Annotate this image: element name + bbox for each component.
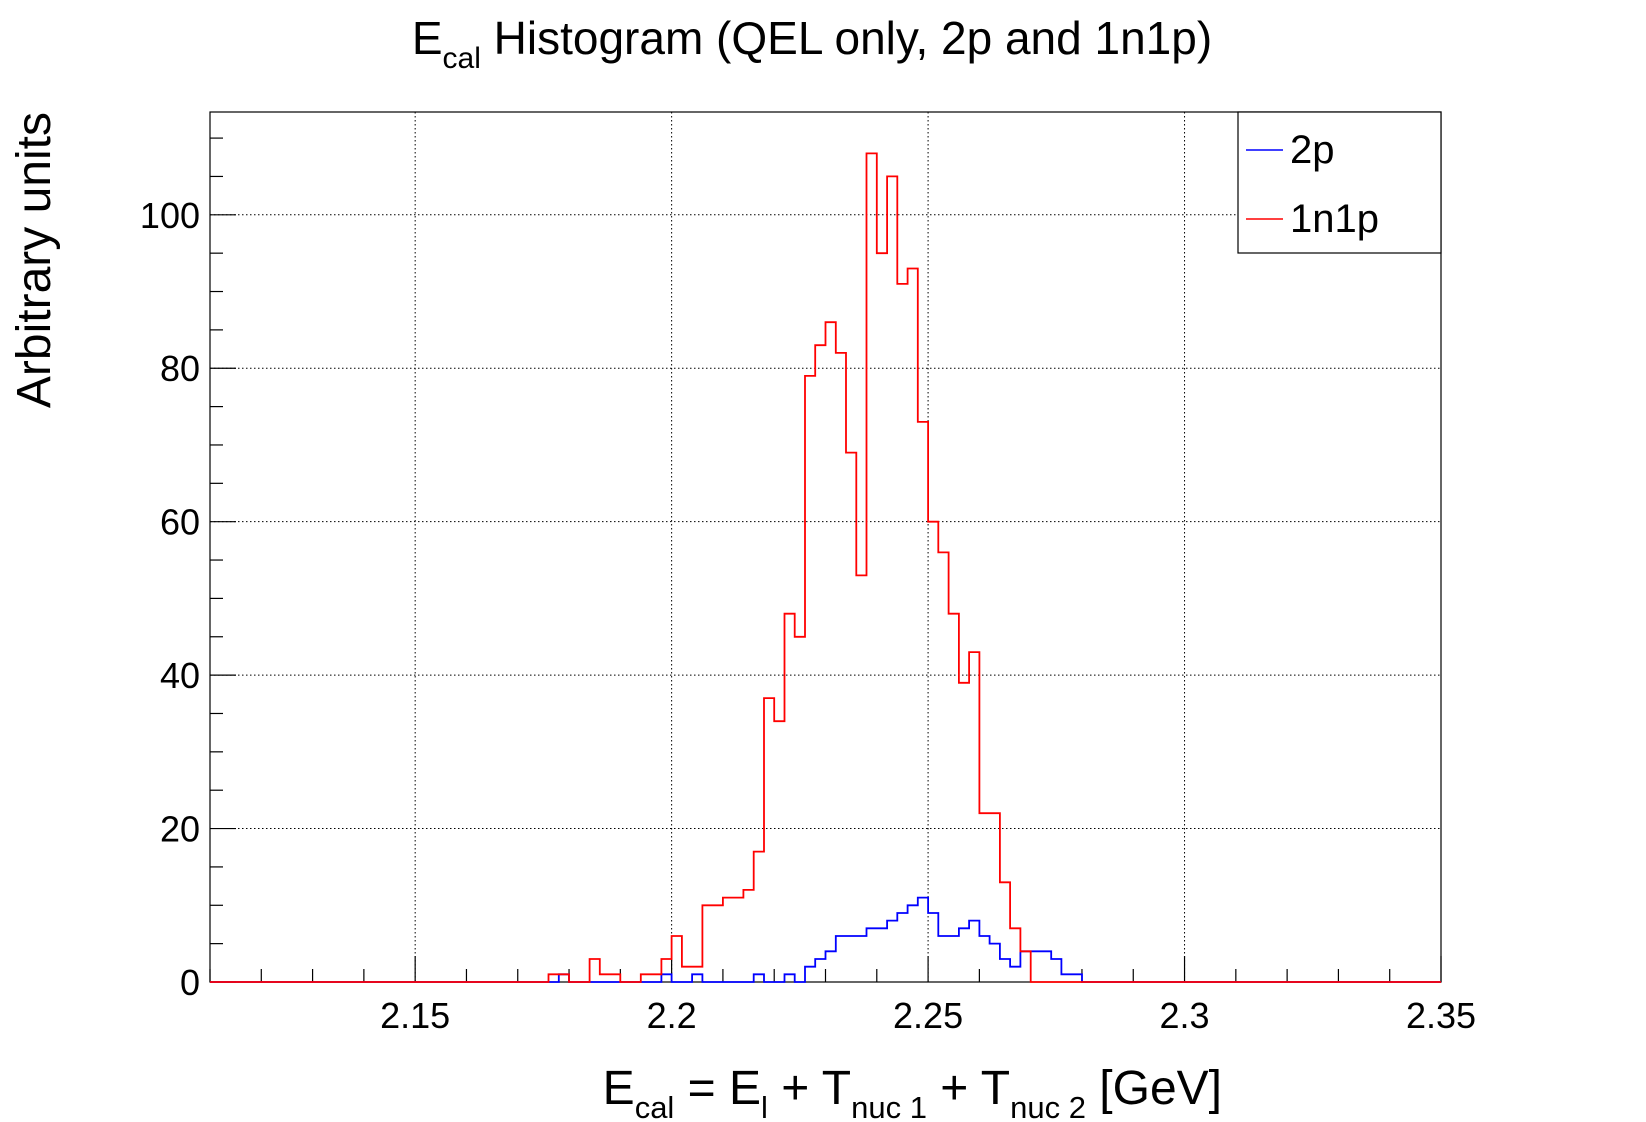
- y-tick-label-0: 0: [180, 962, 200, 1003]
- axis-ticks: [209, 137, 1442, 983]
- y-tick-labels: 0 20 40 60 80 100: [140, 195, 200, 1003]
- x-tick-label-0: 2.15: [380, 995, 450, 1036]
- x-axis-label: Ecal = El + Tnuc 1 + Tnuc 2 [GeV]: [603, 1062, 1222, 1122]
- x-tick-labels: 2.15 2.2 2.25 2.3 2.35: [380, 995, 1476, 1036]
- legend-label-2p: 2p: [1290, 128, 1335, 172]
- y-axis-label: Arbitrary units: [8, 112, 61, 408]
- legend: 2p 1n1p: [1237, 111, 1442, 254]
- series-lines: [210, 152, 1441, 983]
- y-tick-label-4: 80: [160, 348, 200, 389]
- series-line-1n1p: [210, 152, 1441, 983]
- x-tick-label-2: 2.25: [893, 995, 963, 1036]
- series-line-2p: [210, 896, 1441, 983]
- x-tick-label-4: 2.35: [1406, 995, 1476, 1036]
- legend-label-1n1p: 1n1p: [1290, 197, 1379, 241]
- y-tick-label-1: 20: [160, 809, 200, 850]
- legend-box: [1237, 111, 1442, 254]
- y-tick-label-5: 100: [140, 195, 200, 236]
- y-tick-label-2: 40: [160, 655, 200, 696]
- x-tick-label-3: 2.3: [1160, 995, 1210, 1036]
- y-tick-label-3: 60: [160, 502, 200, 543]
- grid-lines: [210, 112, 1441, 982]
- x-tick-label-1: 2.2: [647, 995, 697, 1036]
- chart-title: Ecal Histogram (QEL only, 2p and 1n1p): [412, 12, 1212, 75]
